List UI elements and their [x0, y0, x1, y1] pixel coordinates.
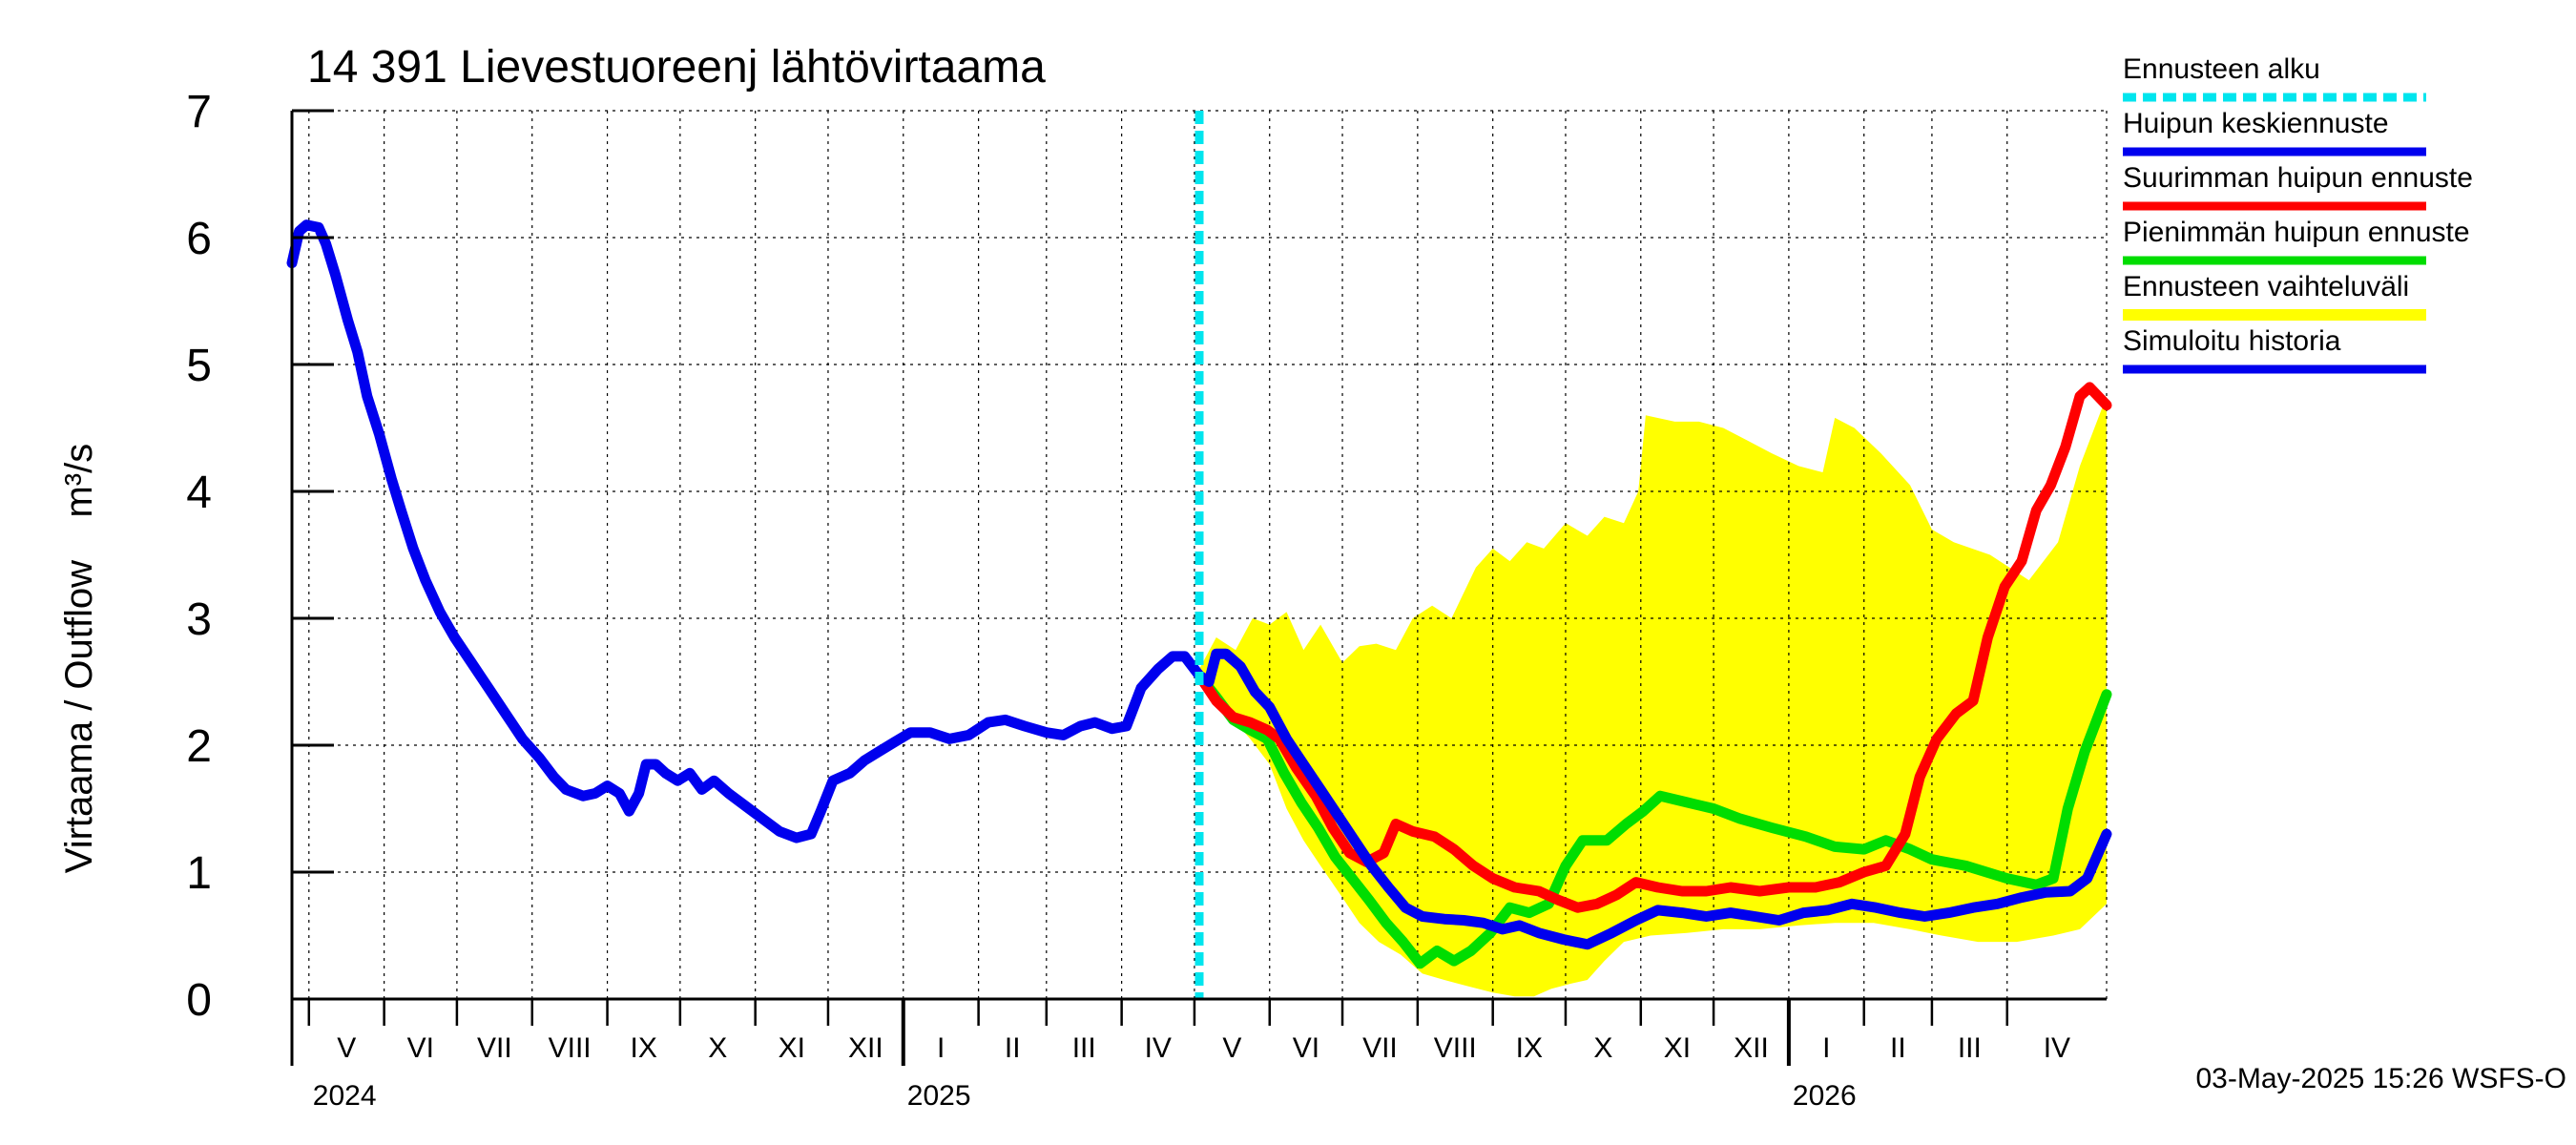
month-label: VII [1362, 1032, 1398, 1064]
legend-item-mean: Huipun keskiennuste [2123, 108, 2426, 156]
legend-label: Huipun keskiennuste [2123, 108, 2389, 139]
month-label: XII [848, 1032, 883, 1064]
footer-timestamp: 03-May-2025 15:26 WSFS-O [2196, 1063, 2567, 1094]
legend-label: Pienimmän huipun ennuste [2123, 217, 2470, 248]
history-line [286, 219, 1205, 843]
month-label: XI [779, 1032, 805, 1064]
legend-label: Simuloitu historia [2123, 325, 2341, 357]
month-label: II [1890, 1032, 1906, 1064]
grid-layer [292, 110, 2108, 999]
y-tick-label: 3 [186, 594, 212, 645]
mean-forecast-line [1194, 648, 2112, 950]
legend-label: Ennusteen alku [2123, 53, 2320, 85]
month-label: V [337, 1032, 356, 1064]
month-label: X [708, 1032, 727, 1064]
month-label: X [1593, 1032, 1612, 1064]
y-tick-label: 1 [186, 848, 212, 899]
y-tick-label: 2 [186, 721, 212, 772]
legend-label: Ennusteen vaihteluväli [2123, 271, 2409, 302]
month-label: VIII [549, 1032, 592, 1064]
y-tick-label: 0 [186, 975, 212, 1026]
series-layer [286, 111, 2112, 999]
month-label: III [1072, 1032, 1096, 1064]
y-tick-label: 6 [186, 214, 212, 264]
y-tick-label: 5 [186, 341, 212, 391]
legend-item-history: Simuloitu historia [2123, 325, 2426, 374]
month-label: XI [1664, 1032, 1691, 1064]
month-label: V [1222, 1032, 1241, 1064]
month-label: IV [2044, 1032, 2070, 1064]
max-forecast-line [1194, 382, 2112, 913]
year-label: 2025 [907, 1080, 971, 1112]
y-tick-label: 7 [186, 87, 212, 137]
y-tick-label: 4 [186, 468, 212, 518]
legend-item-start: Ennusteen alku [2123, 53, 2426, 102]
month-label: VII [477, 1032, 512, 1064]
year-label: 2024 [313, 1080, 377, 1112]
month-label: I [937, 1032, 945, 1064]
y-axis-label: Virtaama / Outflow m³/s [58, 444, 100, 874]
month-label: IX [631, 1032, 657, 1064]
month-label: VIII [1434, 1032, 1477, 1064]
min-forecast-line [1194, 670, 2112, 969]
month-label: I [1822, 1032, 1830, 1064]
month-label: II [1005, 1032, 1021, 1064]
legend-item-min: Pienimmän huipun ennuste [2123, 217, 2470, 265]
month-label: III [1958, 1032, 1982, 1064]
legend: Ennusteen alku Huipun keskiennuste Suurimm… [2123, 53, 2473, 374]
year-label: 2026 [1793, 1080, 1857, 1112]
month-label: IX [1516, 1032, 1543, 1064]
legend-item-max: Suurimman huipun ennuste [2123, 162, 2473, 211]
chart-title: 14 391 Lievestuoreenj lähtövirtaama [307, 42, 1046, 93]
month-label: XII [1734, 1032, 1769, 1064]
legend-item-range: Ennusteen vaihteluväli [2123, 271, 2426, 321]
month-label: IV [1145, 1032, 1172, 1064]
month-label: VI [1293, 1032, 1319, 1064]
legend-label: Suurimman huipun ennuste [2123, 162, 2473, 194]
month-label: VI [407, 1032, 434, 1064]
